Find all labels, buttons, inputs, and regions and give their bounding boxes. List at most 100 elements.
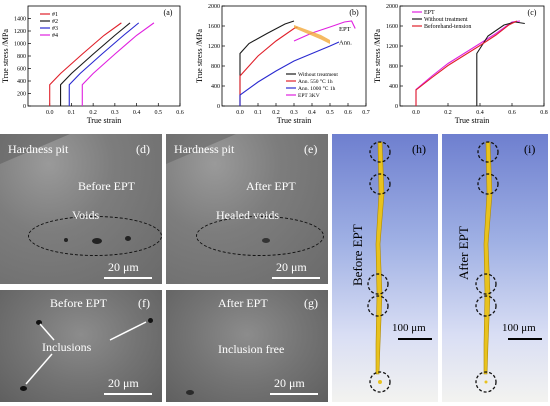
x-tick-label: 0.1 xyxy=(254,110,262,116)
series-line xyxy=(239,41,340,106)
scale-bar xyxy=(104,277,152,279)
state-label: Before EPT xyxy=(50,296,107,310)
panel-tag: (d) xyxy=(136,142,150,156)
y-tick-label: 0 xyxy=(23,104,26,110)
annotation-ann: Ann. xyxy=(339,40,352,47)
hardness-pit-shadow xyxy=(166,134,236,164)
panel-tag: (g) xyxy=(304,296,318,310)
state-label: After EPT xyxy=(456,226,471,280)
plot-frame xyxy=(27,5,181,107)
series-line xyxy=(239,20,295,106)
legend-label: #4 xyxy=(52,33,58,39)
x-tick-label: 0.6 xyxy=(176,110,184,116)
state-label: After EPT xyxy=(218,296,268,310)
x-axis-label: True strain xyxy=(277,116,312,125)
panel-tag: (e) xyxy=(304,142,318,156)
plot-frame xyxy=(399,5,545,107)
x-tick-label: 0.7 xyxy=(362,110,370,116)
chart-a: 0 200 400 600 800 1000 1200 1400 0.0 0.1 0.2 0.3 0.4… xyxy=(0,0,186,128)
series-line xyxy=(60,22,131,106)
sem-image-e: Hardness pit (e) After EPT Healed voids … xyxy=(166,134,328,284)
series-line xyxy=(68,22,140,106)
void-rendering xyxy=(475,141,499,393)
x-tick-label: 0.4 xyxy=(308,110,316,116)
y-tick-label: 800 xyxy=(389,64,398,70)
x-axis-label: True strain xyxy=(87,116,122,125)
chart-c: 0 400 800 1200 1600 2000 0.0 0.2 0.4 0.6 0.8 True s… xyxy=(372,0,550,128)
legend-label: #1 xyxy=(52,12,58,18)
scale-bar xyxy=(508,338,542,340)
x-tick-label: 0.0 xyxy=(412,110,420,116)
ct-image-i: (i) After EPT 100 μm xyxy=(442,134,548,402)
panel-tag: (c) xyxy=(528,8,537,17)
scale-label: 20 μm xyxy=(274,376,305,390)
state-label: Before EPT xyxy=(350,224,365,286)
healed-voids-ellipse xyxy=(196,216,324,256)
chart-c-svg: 0 400 800 1200 1600 2000 0.0 0.2 0.4 0.6 0.8 True s… xyxy=(373,4,548,125)
y-axis-label: True stress /MPa xyxy=(195,29,204,83)
surface-mark xyxy=(186,390,194,395)
x-tick-label: 0.2 xyxy=(272,110,280,116)
y-tick-label: 1600 xyxy=(386,24,398,30)
y-tick-label: 1200 xyxy=(386,44,398,50)
series-line xyxy=(293,20,356,42)
y-tick-label: 0 xyxy=(395,104,398,110)
scale-label: 20 μm xyxy=(108,376,139,390)
y-tick-label: 1200 xyxy=(208,44,220,50)
inclusion-arrows xyxy=(25,321,147,385)
x-tick-label: 0.3 xyxy=(111,110,119,116)
series-line xyxy=(415,20,521,106)
scale-label: 20 μm xyxy=(108,260,139,274)
y-tick-label: 400 xyxy=(17,79,26,85)
title-label: Hardness pit xyxy=(8,142,69,156)
legend-label: #2 xyxy=(52,19,58,25)
legend-label: EPT 3KV xyxy=(298,93,320,99)
scale-bar xyxy=(398,338,432,340)
x-tick-label: 0.3 xyxy=(290,110,298,116)
y-tick-label: 800 xyxy=(17,54,26,60)
x-tick-label: 0.1 xyxy=(68,110,76,116)
chart-b: 0 400 800 1200 1600 2000 0.0 0.1 0.2 0.3 0.4 0.5 0.6… xyxy=(186,0,372,128)
y-tick-label: 1200 xyxy=(14,29,26,35)
y-tick-label: 2000 xyxy=(208,4,220,10)
y-tick-label: 400 xyxy=(389,84,398,90)
hardness-pit-shadow xyxy=(0,134,70,164)
x-tick-label: 0.2 xyxy=(89,110,97,116)
series-line xyxy=(239,26,298,106)
legend-label: #3 xyxy=(52,26,58,32)
legend-label: Without treatment xyxy=(298,72,338,78)
scale-bar xyxy=(272,277,320,279)
series-line xyxy=(415,20,518,106)
scale-bar xyxy=(104,393,152,395)
scatter-band xyxy=(294,25,330,44)
x-tick-label: 0.0 xyxy=(46,110,54,116)
y-tick-label: 400 xyxy=(211,84,220,90)
series-line xyxy=(476,21,525,106)
inclusion-mark xyxy=(36,320,42,325)
void-rendering xyxy=(367,141,391,393)
series-line xyxy=(49,22,122,106)
y-tick-label: 1400 xyxy=(14,17,26,23)
x-tick-label: 0.2 xyxy=(444,110,452,116)
x-tick-label: 0.8 xyxy=(540,110,548,116)
state-label: Before EPT xyxy=(78,179,135,193)
legend-label: Without treatment xyxy=(424,17,468,23)
panel-tag: (a) xyxy=(164,8,173,17)
legend-label: Ann. 1000 °C 1h xyxy=(298,85,336,92)
series-line xyxy=(81,22,155,106)
sem-image-g: After EPT (g) Inclusion free 20 μm xyxy=(166,290,328,402)
ct-image-h: (h) Before EPT 100 μm xyxy=(332,134,438,402)
legend-label: Ann. 550 °C 1h xyxy=(298,78,333,85)
y-tick-label: 200 xyxy=(17,92,26,98)
sem-image-f: Before EPT (f) Inclusions 20 μm xyxy=(0,290,162,402)
feature-label: Voids xyxy=(72,208,100,222)
y-axis-label: True stress /MPa xyxy=(373,29,382,83)
legend-label: Beforehand-tension xyxy=(424,23,471,30)
chart-b-svg: 0 400 800 1200 1600 2000 0.0 0.1 0.2 0.3 0.4 0.5 0.6… xyxy=(195,4,370,125)
void-mark xyxy=(262,238,270,243)
x-tick-label: 0.5 xyxy=(155,110,163,116)
void-mark xyxy=(125,236,131,241)
legend-label: EPT xyxy=(424,10,435,16)
sem-image-d: Hardness pit (d) Before EPT Voids 20 μm xyxy=(0,134,162,284)
scale-label: 20 μm xyxy=(276,260,307,274)
